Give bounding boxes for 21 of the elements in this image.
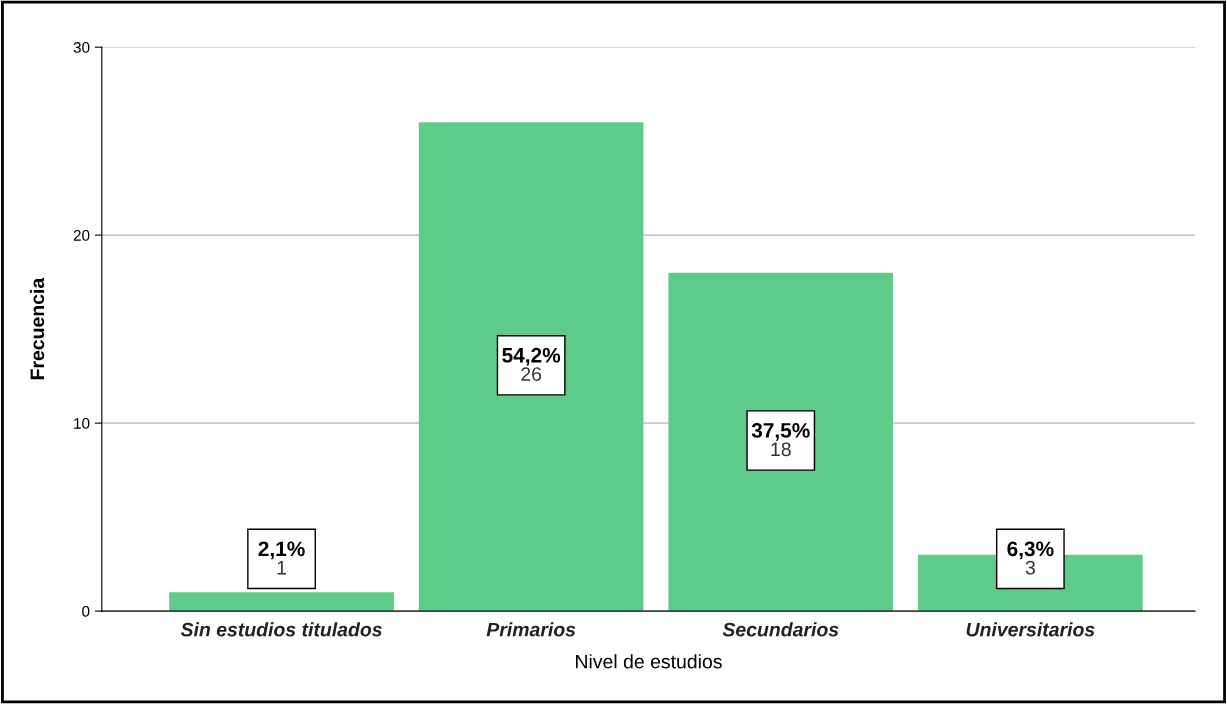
annotation: 37,5% [751, 423, 810, 441]
annotation: 6,3% [1007, 541, 1054, 560]
y-tick-label: 30 [73, 42, 90, 53]
x-tick-label: Secundarios [722, 622, 839, 637]
annotation: 54,2% [502, 347, 561, 366]
data-label: 18 [771, 442, 791, 457]
x-tick-label: Sin estudios titulados [180, 622, 382, 637]
annotation: 2,1% [258, 541, 305, 560]
y-tick-label: 20 [73, 230, 90, 241]
y-tick-label: 10 [74, 417, 90, 429]
bar [169, 592, 394, 612]
x-axis-title: Nivel de estudios [576, 654, 722, 669]
data-label: 26 [521, 367, 542, 381]
y-axis-title: Frecuencia [29, 277, 45, 380]
bar [418, 122, 644, 612]
x-tick-label: Primarios [486, 622, 576, 637]
data-label: 3 [1025, 560, 1035, 575]
data-label: 1 [277, 561, 287, 575]
y-tick-label: 0 [82, 605, 90, 617]
bar [668, 272, 894, 612]
x-tick-label: Universitarios [966, 622, 1095, 637]
